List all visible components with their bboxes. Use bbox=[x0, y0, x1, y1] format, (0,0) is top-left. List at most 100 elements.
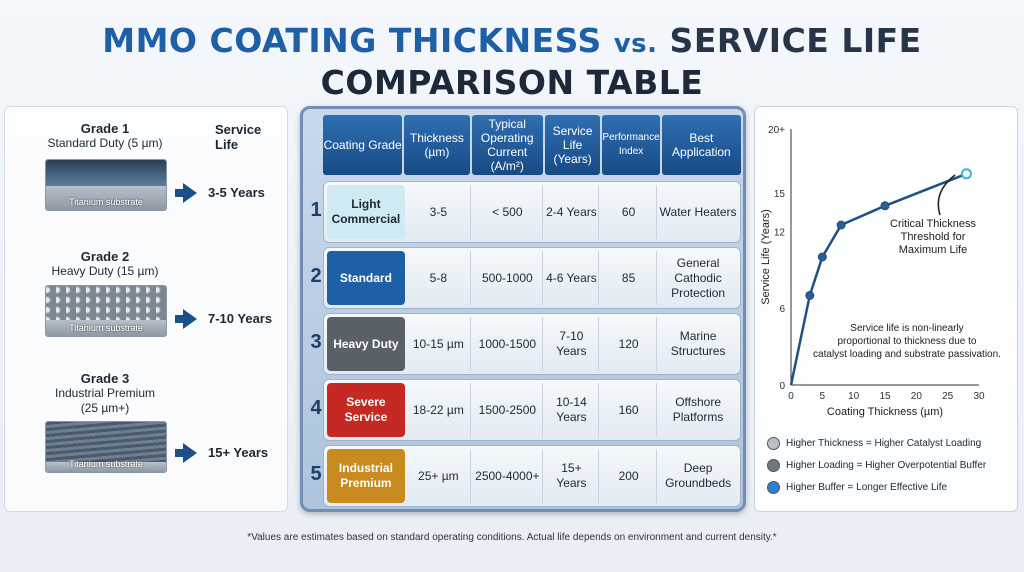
cell-thickness: 10-15 µm bbox=[407, 317, 471, 371]
cell-app: Marine Structures bbox=[670, 329, 726, 358]
cell-app: Water Heaters bbox=[659, 204, 737, 219]
chart-panel: 0 6 12 15 20+ 0 5 10 15 20 25 30 Coating Thickness (… bbox=[754, 106, 1018, 512]
legend-item: Higher Buffer = Longer Effective Life bbox=[763, 476, 1011, 498]
cell-grade: Light Commercial bbox=[327, 185, 405, 239]
header-application: Best Application bbox=[661, 115, 741, 175]
y-tick-label: 15 bbox=[774, 189, 786, 200]
row-card: Severe Service 18-22 µm 1500-2500 10-14 Yea… bbox=[323, 379, 741, 441]
x-tick-label: 0 bbox=[788, 391, 794, 402]
header-index: Performance Index bbox=[602, 115, 660, 175]
cell-app: General Cathodic Protection bbox=[671, 255, 726, 300]
service-life-header: Service Life bbox=[215, 122, 262, 152]
title-part1: MMO COATING THICKNESS bbox=[102, 21, 602, 60]
cell-grade: Heavy Duty bbox=[327, 317, 405, 371]
cell-current: 1000-1500 bbox=[473, 317, 543, 371]
life-icon bbox=[767, 480, 780, 494]
series-line bbox=[789, 172, 967, 386]
y-tick-label: 0 bbox=[779, 381, 785, 392]
grade1-life: 3-5 Years bbox=[208, 185, 265, 200]
catalyst-icon bbox=[767, 436, 780, 450]
table-row: 2 Standard 5-8 500-1000 4-6 Years 85 General C… bbox=[309, 247, 741, 309]
cell-grade: Severe Service bbox=[327, 383, 405, 437]
table-row: 4 Severe Service 18-22 µm 1500-2500 10-14 Ye… bbox=[309, 379, 741, 441]
x-axis-label: Coating Thickness (µm) bbox=[827, 406, 943, 418]
cell-grade: Industrial Premium bbox=[327, 449, 405, 503]
data-point bbox=[960, 168, 972, 180]
footnote: *Values are estimates based on standard … bbox=[247, 532, 777, 543]
title-part2: SERVICE LIFE bbox=[669, 21, 922, 60]
grade1-label: Grade 1 Standard Duty (5 µm) bbox=[47, 121, 163, 150]
y-tick-label: 20+ bbox=[768, 125, 785, 136]
x-tick-label: 15 bbox=[879, 391, 891, 402]
data-point bbox=[836, 220, 846, 230]
cell-thickness: 18-22 µm bbox=[407, 383, 471, 437]
row-number: 2 bbox=[310, 265, 322, 287]
x-tick-label: 25 bbox=[942, 391, 954, 402]
cell-index: 85 bbox=[601, 251, 658, 305]
cell-current: < 500 bbox=[473, 185, 543, 239]
cell-current: 2500-4000+ bbox=[473, 449, 543, 503]
cell-current: 1500-2500 bbox=[473, 383, 543, 437]
row-number: 1 bbox=[310, 199, 322, 221]
grade2-swatch: Titanium substrate bbox=[45, 285, 167, 337]
cell-life: 4-6 Years bbox=[545, 251, 600, 305]
row-number: 5 bbox=[310, 463, 322, 485]
cell-thickness: 5-8 bbox=[407, 251, 471, 305]
title-line2: COMPARISON TABLE bbox=[320, 63, 704, 102]
cell-index: 120 bbox=[601, 317, 658, 371]
annotation-text: Critical Thickness Threshold for Maximum L… bbox=[890, 218, 976, 256]
data-point bbox=[805, 290, 815, 300]
buffer-icon bbox=[767, 458, 780, 472]
cell-index: 200 bbox=[601, 449, 658, 503]
cell-thickness: 25+ µm bbox=[407, 449, 471, 503]
arrow-icon bbox=[183, 183, 197, 203]
grade-visual-panel: Service Life Grade 1 Standard Duty (5 µm… bbox=[4, 106, 288, 512]
x-tick-label: 20 bbox=[911, 391, 923, 402]
page-title: MMO COATING THICKNESS vs. SERVICE LIFE C… bbox=[0, 22, 1024, 103]
y-tick-label: 12 bbox=[774, 227, 786, 238]
cell-app: Offshore Platforms bbox=[672, 395, 724, 424]
row-card: Standard 5-8 500-1000 4-6 Years 85 General Ca… bbox=[323, 247, 741, 309]
arrow-icon bbox=[183, 443, 197, 463]
x-tick-label: 10 bbox=[848, 391, 860, 402]
header-grade: Coating Grade bbox=[323, 115, 403, 175]
cell-life: 2-4 Years bbox=[545, 185, 600, 239]
cell-index: 60 bbox=[601, 185, 658, 239]
data-point bbox=[880, 201, 890, 211]
row-card: Light Commercial 3-5 < 500 2-4 Years 60 Water… bbox=[323, 181, 741, 243]
header-life: Service Life (Years) bbox=[544, 115, 601, 175]
y-tick-label: 6 bbox=[779, 304, 785, 315]
cell-life: 7-10 Years bbox=[545, 317, 600, 371]
chart-note: Service life is non-linearly proportional… bbox=[813, 323, 1001, 360]
legend-item: Higher Loading = Higher Overpotential Bu… bbox=[763, 454, 1011, 476]
cell-app: Deep Groundbeds bbox=[665, 461, 732, 490]
cell-grade: Standard bbox=[327, 251, 405, 305]
grade3-swatch: Titanium substrate bbox=[45, 421, 167, 473]
legend: Higher Thickness = Higher Catalyst Loadi… bbox=[763, 432, 1011, 498]
grade2-life: 7-10 Years bbox=[208, 311, 273, 326]
grade3-life: 15+ Years bbox=[208, 445, 269, 460]
table-row: 3 Heavy Duty 10-15 µm 1000-1500 7-10 Years 12… bbox=[309, 313, 741, 375]
header-current: Typical Operating Current (A/m²) bbox=[471, 115, 543, 175]
x-tick-label: 5 bbox=[820, 391, 826, 402]
title-vs: vs. bbox=[613, 29, 658, 59]
row-number: 4 bbox=[310, 397, 322, 419]
grade1-swatch: Titanium substrate bbox=[45, 159, 167, 211]
header-thickness: Thickness (µm) bbox=[404, 115, 470, 175]
data-point bbox=[817, 252, 827, 262]
cell-index: 160 bbox=[601, 383, 658, 437]
y-axis-label: Service Life (Years) bbox=[760, 209, 772, 305]
table-row: 5 Industrial Premium 25+ µm 2500-4000+ 15+ Y… bbox=[309, 445, 741, 507]
arrow-icon bbox=[183, 309, 197, 329]
annotation-arrow bbox=[937, 174, 956, 216]
grade2-label: Grade 2 Heavy Duty (15 µm) bbox=[51, 249, 159, 278]
cell-thickness: 3-5 bbox=[407, 185, 471, 239]
row-card: Heavy Duty 10-15 µm 1000-1500 7-10 Years 120… bbox=[323, 313, 741, 375]
cell-current: 500-1000 bbox=[473, 251, 543, 305]
comparison-table: Coating Grade Thickness (µm) Typical Ope… bbox=[300, 106, 746, 512]
legend-item: Higher Thickness = Higher Catalyst Loadi… bbox=[763, 432, 1011, 454]
table-header: Coating Grade Thickness (µm) Typical Ope… bbox=[323, 115, 741, 175]
row-number: 3 bbox=[310, 331, 322, 353]
row-card: Industrial Premium 25+ µm 2500-4000+ 15+ Ye… bbox=[323, 445, 741, 507]
grade3-label: Grade 3 Industrial Premium (25 µm+) bbox=[54, 371, 156, 415]
